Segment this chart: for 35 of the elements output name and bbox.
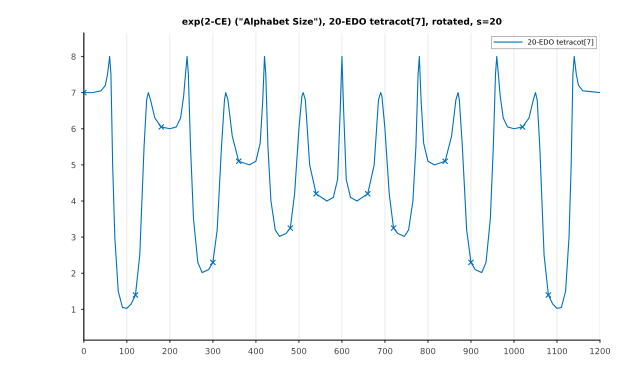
point bbox=[468, 259, 474, 266]
point bbox=[210, 259, 216, 266]
point bbox=[158, 124, 164, 130]
x-tick-label: 700 bbox=[378, 348, 392, 354]
line-series bbox=[84, 56, 600, 309]
point bbox=[442, 158, 448, 164]
x-tick-label: 500 bbox=[292, 348, 306, 354]
point bbox=[545, 292, 552, 298]
point bbox=[287, 224, 294, 232]
x-tick-label: 1200 bbox=[590, 348, 610, 354]
y-tick-label: 3 bbox=[72, 234, 76, 240]
point bbox=[519, 124, 526, 130]
x-tick-label: 600 bbox=[334, 348, 350, 354]
point bbox=[390, 224, 397, 232]
x-tick-label: 300 bbox=[206, 348, 220, 354]
point bbox=[236, 158, 242, 164]
y-tick-label: 8 bbox=[71, 53, 76, 60]
y-tick-label: 2 bbox=[72, 270, 76, 276]
y-tick-label: 6 bbox=[71, 126, 76, 132]
x-tick-label: 100 bbox=[120, 348, 134, 354]
x-tick-label: 1000 bbox=[504, 348, 524, 354]
x-tick-label: 400 bbox=[248, 348, 264, 354]
y-tick-label: 5 bbox=[72, 162, 76, 168]
x-tick-label: 800 bbox=[420, 348, 436, 354]
x-tick-label: 1100 bbox=[547, 348, 568, 354]
point bbox=[132, 292, 139, 298]
x-tick-label: 0 bbox=[82, 348, 86, 354]
point bbox=[312, 190, 320, 197]
y-tick-label: 7 bbox=[72, 90, 76, 96]
x-tick-label: 200 bbox=[162, 348, 178, 354]
chart-title: exp(2-CE) ("Alphabet Size"), 20-EDO tetracot[7], rotated, s=20 bbox=[182, 18, 502, 27]
x-tick-label: 900 bbox=[464, 348, 478, 354]
y-tick-label: 4 bbox=[71, 198, 76, 204]
point bbox=[364, 190, 371, 197]
y-tick-label: 1 bbox=[72, 306, 76, 313]
